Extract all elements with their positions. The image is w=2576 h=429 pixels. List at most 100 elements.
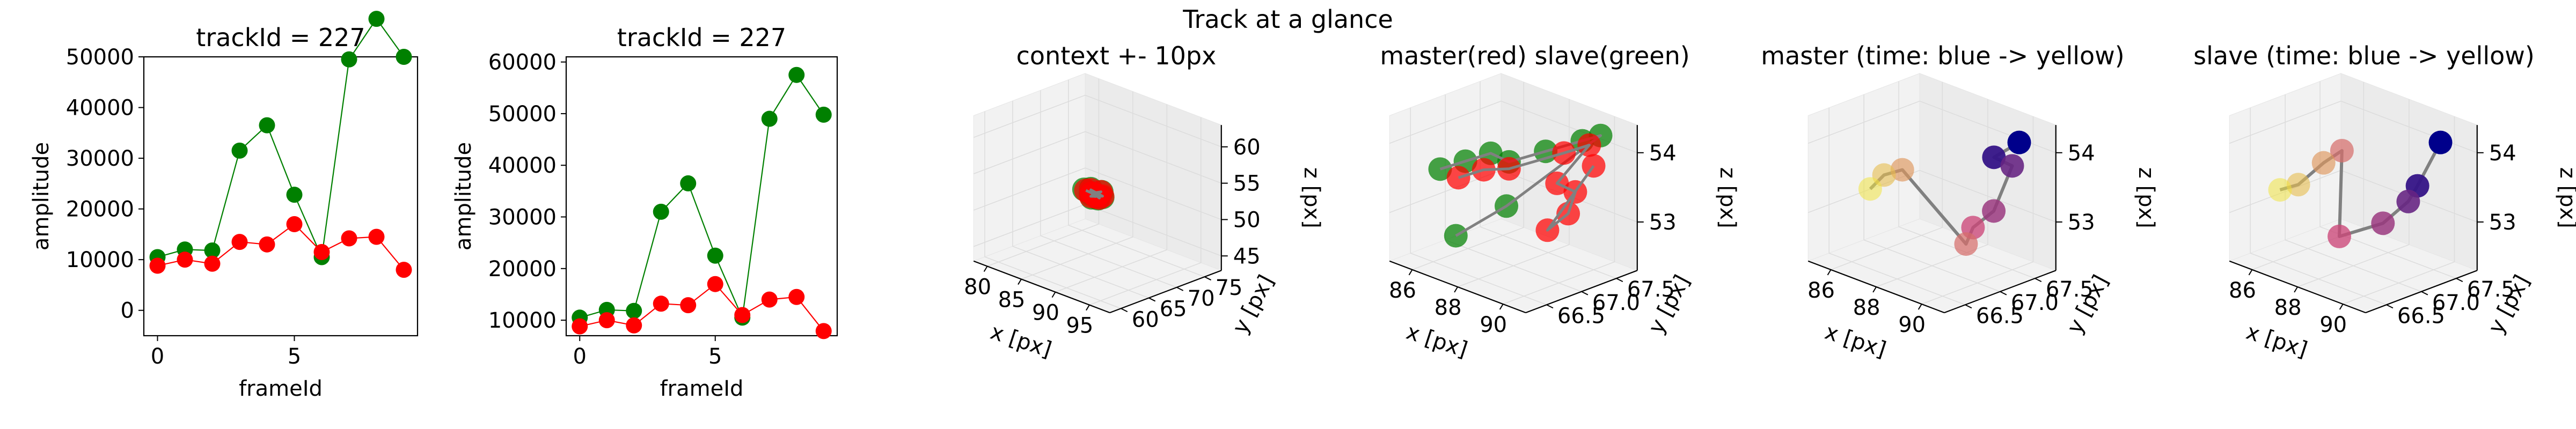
data-point-green (815, 106, 832, 123)
data-point (2396, 189, 2420, 213)
x-tick-label: 85 (998, 288, 1026, 313)
data-point-green (626, 302, 642, 319)
series-line-red (580, 283, 824, 332)
grid-y (2319, 81, 2457, 279)
data-point-red (396, 262, 412, 278)
data-point-green (788, 66, 805, 83)
data-point (1890, 158, 1914, 182)
data-point (2428, 130, 2453, 154)
x-tick-label: 90 (2319, 313, 2347, 337)
y-axis-line (1109, 270, 1222, 314)
data-point-red (286, 216, 303, 232)
y-tick (2035, 278, 2042, 283)
x-tick-label: 90 (1898, 313, 1926, 337)
grid-x (2297, 99, 2410, 287)
y-tick (2000, 291, 2007, 295)
grid-y (984, 111, 1122, 309)
y-tick-label: 60000 (488, 50, 557, 75)
x-tick-label: 86 (1807, 278, 1835, 303)
data-point-green (653, 203, 669, 220)
data-point-red (815, 323, 832, 339)
y-tick-label: 75 (1216, 276, 1243, 300)
data-point (2328, 224, 2352, 248)
trajectory-line-red (1085, 188, 1104, 199)
x-axis-label: frameId (660, 376, 744, 401)
data-point-green (368, 11, 385, 27)
y-tick-label: 40000 (66, 96, 134, 121)
x-tick (1018, 279, 1022, 285)
y-tick-label: 50000 (66, 45, 134, 70)
grid-y (1898, 81, 2036, 279)
y-tick-label: 20000 (66, 197, 134, 222)
grid-y (1012, 101, 1149, 299)
x-axis-label: x [px] (2243, 320, 2310, 363)
grid-x (1055, 104, 1168, 293)
data-point-red (788, 289, 805, 305)
y-tick-label: 60 (1132, 307, 1159, 332)
z-axis-label: z [px] (1299, 167, 1324, 228)
data-point-green (761, 110, 778, 127)
y-tick (1204, 276, 1212, 281)
y-tick (1546, 304, 1554, 309)
grid-y (1828, 107, 1966, 306)
data-point (1982, 199, 2006, 223)
grid-z (973, 167, 1222, 220)
x-tick-label: 80 (964, 275, 991, 300)
grid-y (1410, 107, 1547, 306)
data-point-green (341, 51, 357, 68)
z-tick-label: 53 (1649, 210, 1677, 235)
y-tick-label: 30000 (488, 205, 557, 230)
y-tick (1148, 297, 1156, 302)
grid-y (1480, 81, 1617, 279)
grid-y (1040, 90, 1177, 288)
y-tick-label: 40000 (488, 153, 557, 178)
y-axis-label: amplitude (451, 142, 476, 250)
data-point-red (680, 297, 697, 314)
x-tick-label: 95 (1066, 314, 1093, 338)
series-line-green (579, 73, 824, 320)
x-tick-label: 0 (573, 344, 587, 369)
grid-y (2250, 107, 2387, 306)
grid-x (1412, 82, 1525, 270)
z-axis-label: z [px] (2134, 167, 2158, 228)
x-tick (1051, 292, 1056, 298)
y-tick (1121, 308, 1128, 313)
x-tick-label: 88 (1853, 295, 1880, 320)
grid-z (1807, 169, 2057, 223)
grid-x (1089, 117, 1202, 306)
line-chart-2: trackId = 227 0 5 10000 20000 30000 40000 50000… (451, 23, 838, 401)
data-point (2000, 154, 2024, 178)
grid-x (1021, 91, 1133, 280)
trajectory-line-green (1439, 134, 1602, 237)
x-tick (1408, 269, 1413, 276)
data-point-red (368, 228, 385, 245)
x-axis-label: x [px] (1403, 320, 1470, 363)
x-tick-label: 90 (1480, 313, 1507, 337)
x-tick-label: 88 (1435, 295, 1462, 320)
x-tick-label: 88 (2274, 295, 2302, 320)
series-line-red (157, 223, 405, 270)
grid-x (1921, 116, 2034, 305)
x-axis-label: x [px] (987, 320, 1055, 363)
x-tick (2294, 286, 2298, 293)
data-point-red (341, 230, 357, 247)
data-point (2311, 151, 2336, 175)
y-tick (2421, 291, 2428, 295)
data-point (2268, 178, 2292, 202)
x-tick-label: 0 (151, 344, 164, 369)
data-point (1982, 145, 2006, 169)
series-line-green (157, 18, 405, 260)
y-axis-label: amplitude (29, 142, 54, 250)
x-tick (1499, 304, 1504, 310)
line-chart-1: trackId = 227 0 5 0 10000 20000 30000 40000 5000… (29, 11, 419, 401)
grid-x (1831, 82, 1943, 270)
y-tick (2386, 304, 2394, 309)
chart-title: context +- 10px (1016, 41, 1217, 70)
data-point (2007, 130, 2031, 154)
y-tick-label: 67.0 (2432, 291, 2480, 315)
data-point-red (177, 252, 193, 268)
